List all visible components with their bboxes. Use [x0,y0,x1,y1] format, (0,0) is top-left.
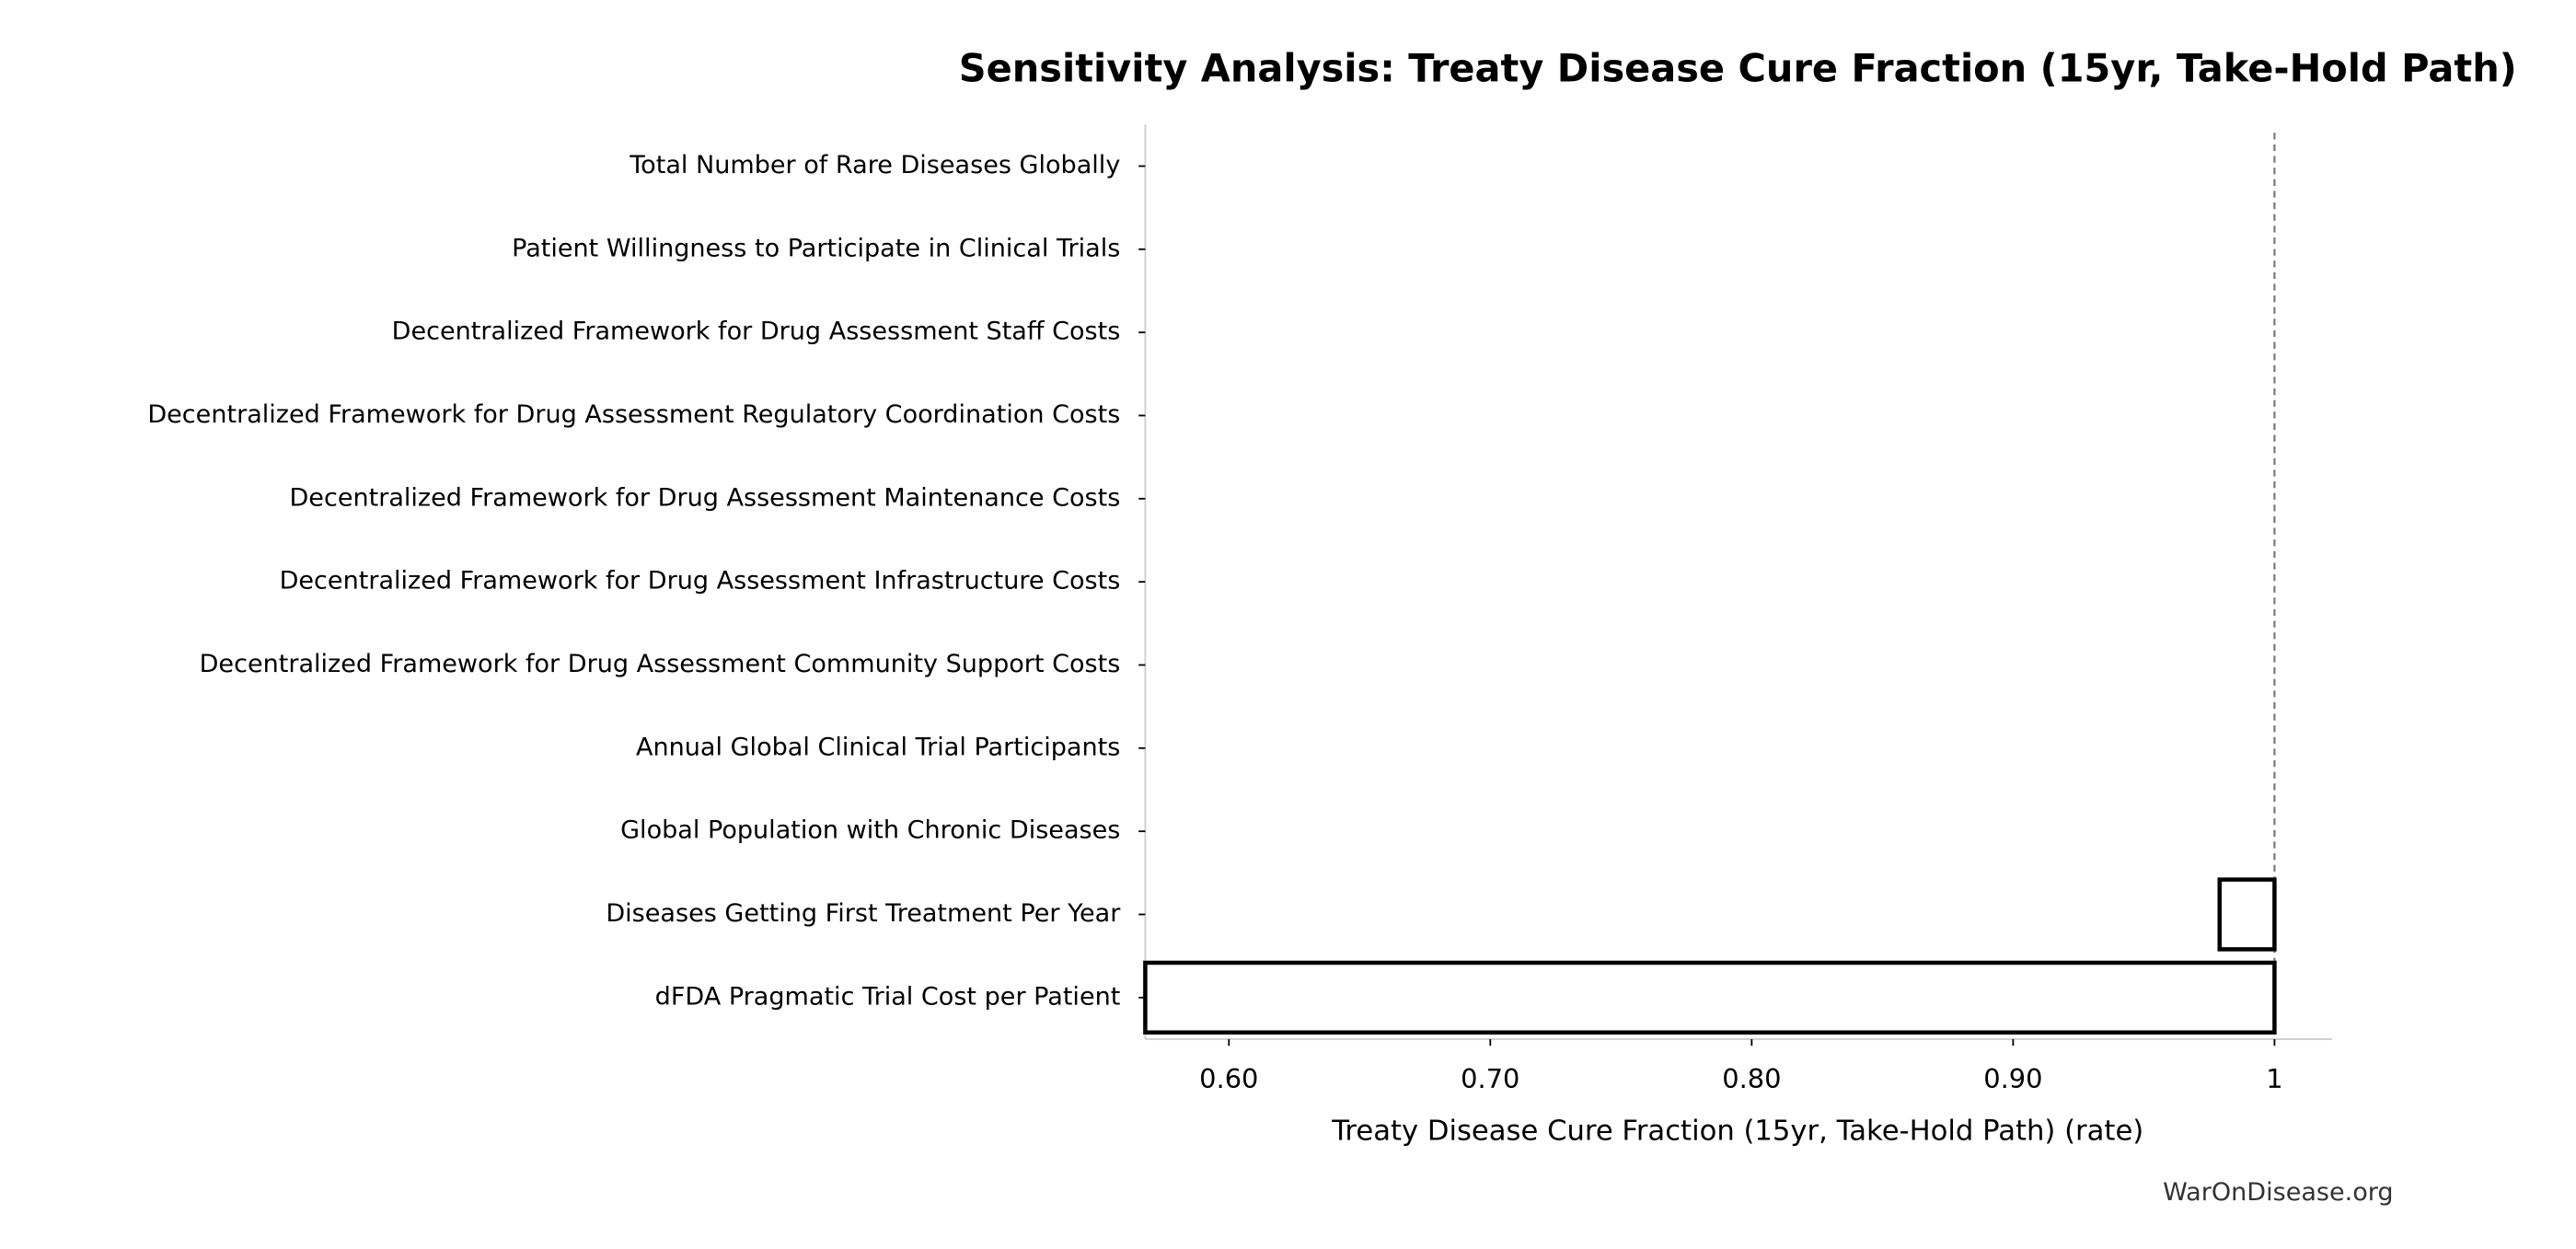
y-tick-label: Decentralized Framework for Drug Assessm… [280,567,1121,596]
x-tick-label: 0.90 [1983,1063,2042,1094]
x-axis-label: Treaty Disease Cure Fraction (15yr, Take… [1331,1116,2143,1148]
y-tick-label: Global Population with Chronic Diseases [620,816,1120,845]
x-tick-label: 0.60 [1199,1063,1258,1094]
x-tick-label: 0.70 [1461,1063,1519,1094]
y-tick-label: Decentralized Framework for Drug Assessm… [392,318,1121,346]
bar [1143,960,2277,1035]
x-tick-label: 0.80 [1722,1063,1781,1094]
y-tick-label: Total Number of Rare Diseases Globally [629,151,1120,179]
bar [2217,877,2277,952]
y-tick-label: Diseases Getting First Treatment Per Yea… [606,899,1121,928]
chart-title: Sensitivity Analysis: Treaty Disease Cur… [959,46,2517,91]
x-tick-label: 1 [2266,1063,2282,1094]
y-tick-label: dFDA Pragmatic Trial Cost per Patient [655,982,1121,1011]
y-tick-label: Decentralized Framework for Drug Assessm… [147,400,1120,429]
y-tick-label: Patient Willingness to Participate in Cl… [512,234,1120,262]
y-tick-label: Decentralized Framework for Drug Assessm… [200,650,1121,678]
y-tick-label: Decentralized Framework for Drug Assessm… [289,483,1120,512]
watermark: WarOnDisease.org [2163,1178,2393,1207]
y-tick-label: Annual Global Clinical Trial Participant… [636,733,1120,761]
